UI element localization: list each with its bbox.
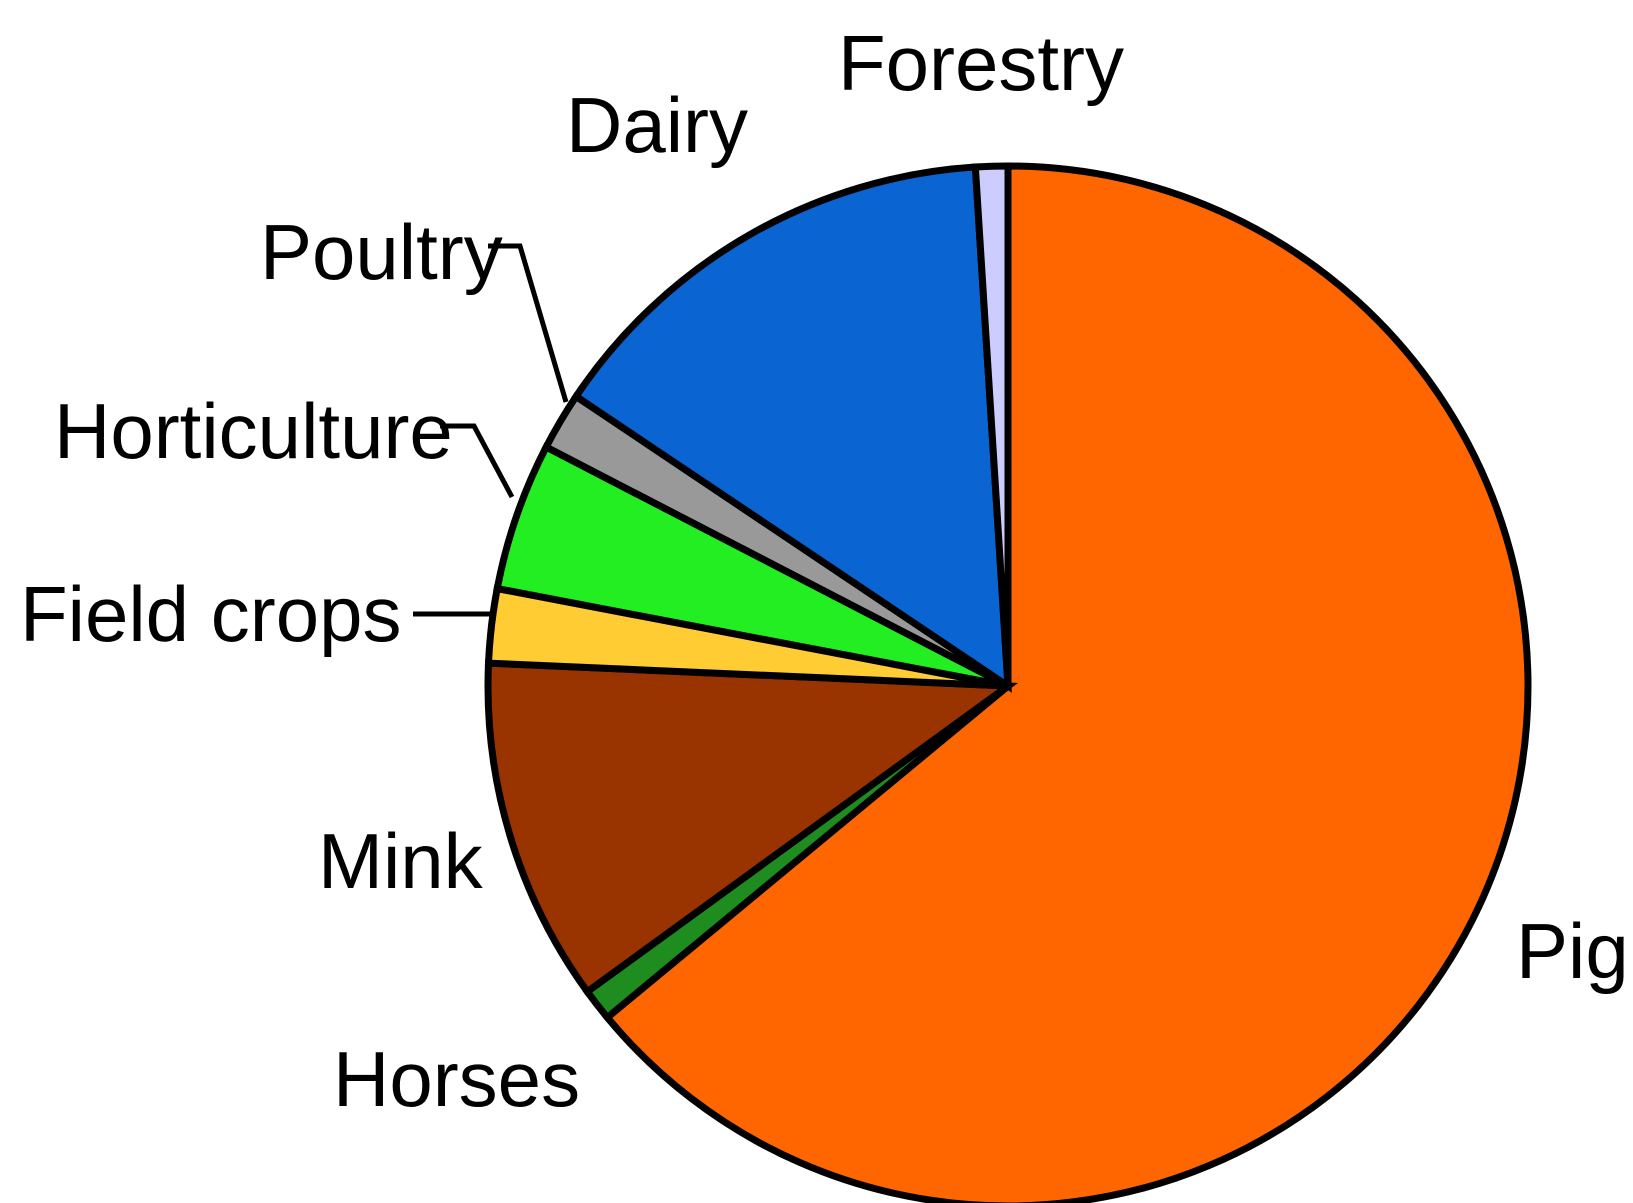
- leader-lines: [413, 243, 569, 617]
- slice-label-mink: Mink: [318, 817, 484, 905]
- slice-dairy: [571, 163, 1012, 693]
- leader-line-poultry: [488, 243, 569, 403]
- slice-label-field-crops: Field crops: [20, 570, 401, 658]
- slice-labels: Pig Horses Mink Field crops Horticulture…: [20, 19, 1629, 1123]
- slice-label-poultry: Poultry: [260, 208, 503, 296]
- slice-label-horses: Horses: [333, 1035, 580, 1123]
- slice-label-forestry: Forestry: [838, 19, 1124, 107]
- slice-pig: [602, 162, 1532, 1203]
- slice-label-dairy: Dairy: [566, 81, 748, 169]
- pie-slices: [484, 162, 1532, 1203]
- slice-label-pig: Pig: [1516, 907, 1629, 995]
- slice-forestry: [971, 162, 1012, 687]
- slice-mink: [484, 659, 1019, 997]
- slice-label-horticulture: Horticulture: [54, 387, 453, 475]
- leader-line-horticulture: [440, 423, 515, 499]
